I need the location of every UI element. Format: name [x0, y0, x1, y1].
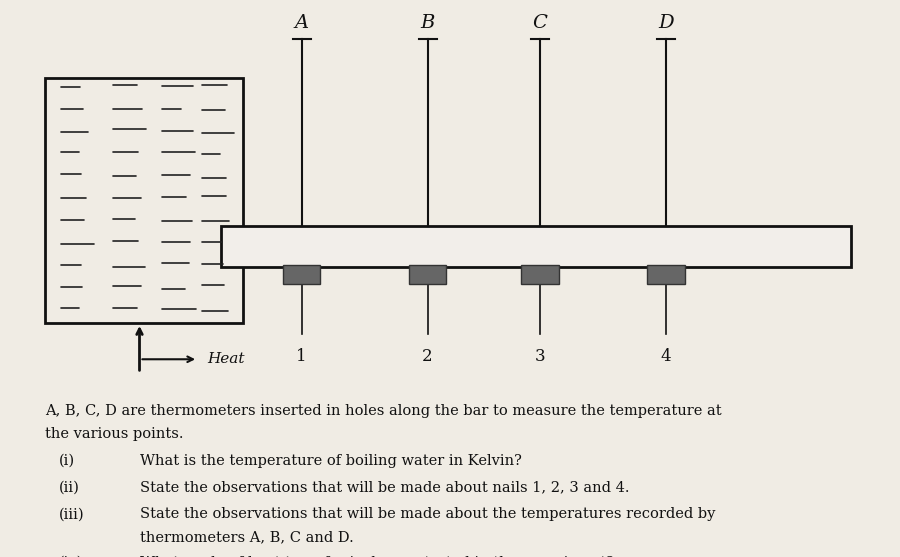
Text: 1: 1 [296, 348, 307, 365]
Text: 4: 4 [661, 348, 671, 365]
Text: D: D [658, 14, 674, 32]
Text: What mode of heat transfer is demonstrated in the experiment?: What mode of heat transfer is demonstrat… [140, 555, 614, 557]
Text: What is the temperature of boiling water in Kelvin?: What is the temperature of boiling water… [140, 454, 521, 468]
Text: thermometers A, B, C and D.: thermometers A, B, C and D. [140, 530, 353, 544]
Text: A, B, C, D are thermometers inserted in holes along the bar to measure the tempe: A, B, C, D are thermometers inserted in … [45, 404, 722, 418]
Text: State the observations that will be made about nails 1, 2, 3 and 4.: State the observations that will be made… [140, 481, 629, 495]
Bar [647, 265, 685, 284]
Bar [220, 226, 850, 267]
Text: Heat: Heat [207, 352, 245, 367]
Text: (ii): (ii) [58, 481, 79, 495]
Text: (i): (i) [58, 454, 75, 468]
Bar [283, 265, 320, 284]
Bar [409, 265, 446, 284]
Text: (iii): (iii) [58, 507, 84, 521]
Bar [521, 265, 559, 284]
Text: (iv): (iv) [58, 555, 83, 557]
Text: the various points.: the various points. [45, 427, 184, 441]
Text: 3: 3 [535, 348, 545, 365]
Bar [45, 78, 243, 323]
Text: 2: 2 [422, 348, 433, 365]
Text: A: A [294, 14, 309, 32]
Text: C: C [533, 14, 547, 32]
Text: B: B [420, 14, 435, 32]
Text: State the observations that will be made about the temperatures recorded by: State the observations that will be made… [140, 507, 715, 521]
